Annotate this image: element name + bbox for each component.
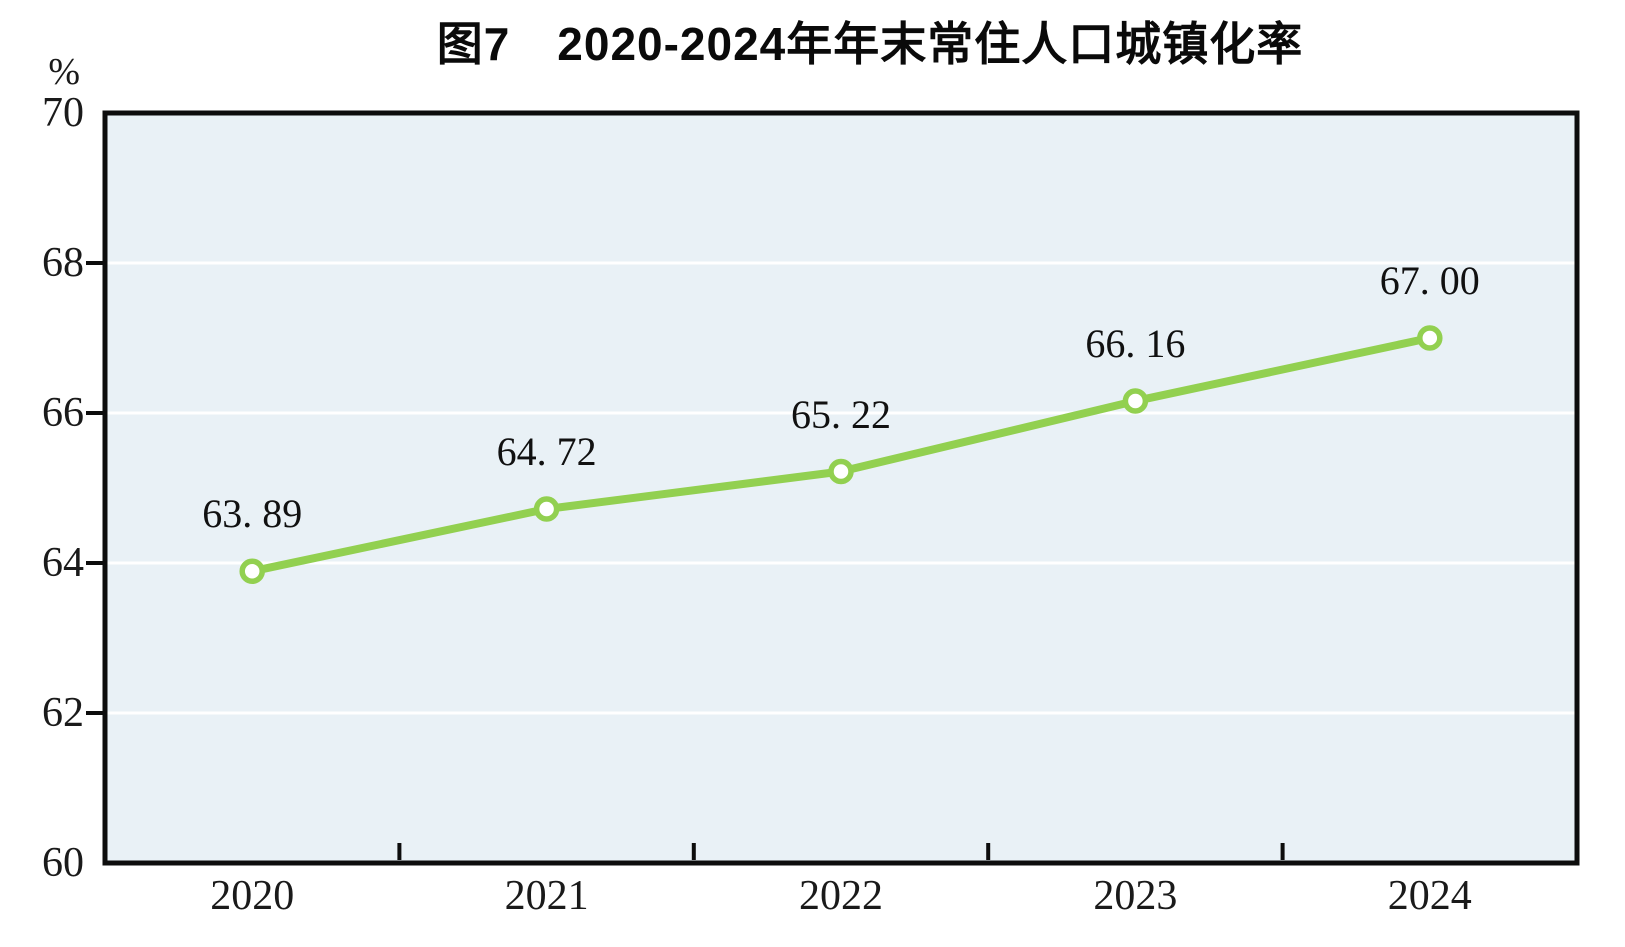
data-point-label: 63. 89 — [202, 491, 303, 537]
y-axis-unit-label: % — [48, 51, 80, 93]
x-category-label: 2023 — [1093, 873, 1178, 919]
data-point-label: 67. 00 — [1379, 258, 1480, 303]
x-category-label: 2020 — [210, 873, 295, 919]
plot-area — [105, 113, 1577, 863]
y-tick-label: 66 — [42, 390, 84, 436]
x-category-label: 2022 — [799, 873, 883, 919]
data-point-marker — [1122, 388, 1149, 414]
data-point-label: 65. 22 — [791, 391, 891, 437]
data-point-marker — [533, 496, 560, 522]
data-point-label: 66. 16 — [1085, 321, 1186, 366]
chart-title: 图7 2020-2024年年末常住人口城镇化率 — [436, 18, 1304, 70]
y-tick-label: 64 — [42, 540, 84, 586]
data-point-marker — [1417, 325, 1443, 351]
y-tick-label: 62 — [42, 690, 84, 736]
y-tick-label: 60 — [42, 840, 84, 886]
data-point-marker — [239, 558, 265, 584]
plot-border — [102, 110, 1580, 866]
x-category-label: 2024 — [1387, 873, 1472, 919]
data-point-label: 64. 72 — [496, 429, 597, 474]
y-tick-label: 70 — [42, 90, 84, 136]
x-category-label: 2021 — [504, 873, 589, 919]
y-tick-label: 68 — [42, 240, 84, 286]
data-point-marker — [828, 458, 854, 485]
